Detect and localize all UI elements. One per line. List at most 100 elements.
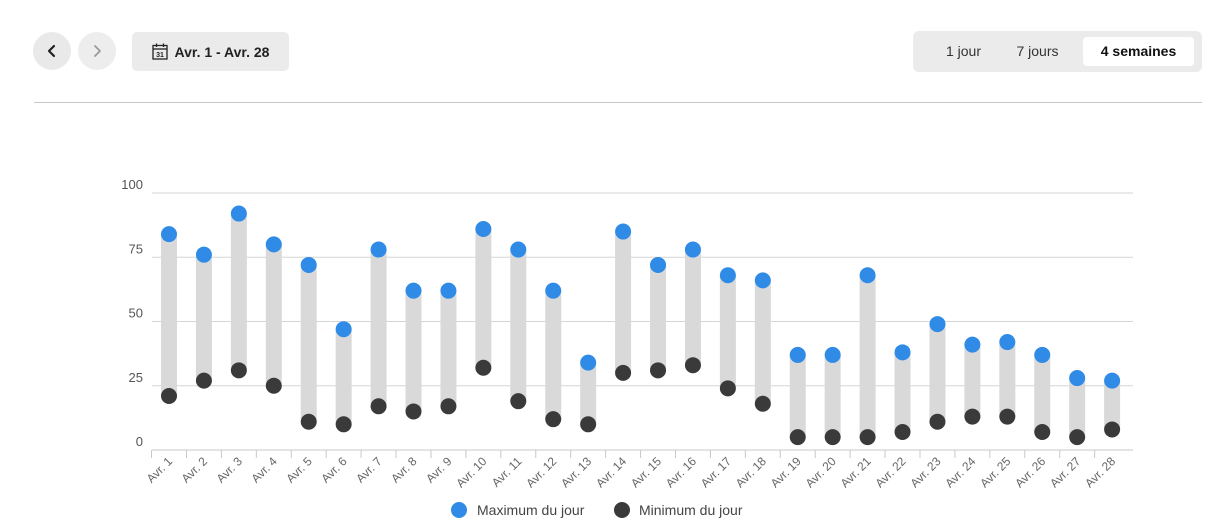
legend-min-label: Minimum du jour [639, 502, 743, 518]
min-point[interactable] [684, 357, 701, 374]
max-point[interactable] [335, 321, 352, 338]
max-point[interactable] [1034, 346, 1051, 363]
x-tick-label: Avr. 15 [628, 454, 664, 490]
date-range-button[interactable]: 31 Avr. 1 - Avr. 28 [132, 32, 289, 71]
max-point[interactable] [1069, 370, 1086, 387]
max-point[interactable] [1104, 372, 1121, 389]
range-bar [684, 249, 701, 366]
range-bar [929, 324, 946, 422]
x-tick-label: Avr. 11 [489, 454, 525, 490]
max-point[interactable] [964, 336, 981, 353]
range-bar [754, 280, 771, 404]
max-point[interactable] [370, 241, 387, 258]
max-point[interactable] [440, 282, 457, 299]
min-point[interactable] [440, 398, 457, 415]
x-tick-label: Avr. 26 [1012, 454, 1048, 490]
range-bar [1034, 354, 1051, 433]
min-point[interactable] [1034, 424, 1051, 441]
y-tick-label: 50 [129, 306, 143, 321]
chevron-left-icon [47, 44, 56, 58]
x-tick-label: Avr. 16 [663, 454, 699, 490]
max-point[interactable] [300, 256, 317, 273]
x-tick-label: Avr. 7 [353, 454, 385, 486]
min-point[interactable] [265, 377, 282, 394]
max-point[interactable] [195, 246, 212, 263]
range-bar [405, 290, 422, 412]
min-point[interactable] [580, 416, 597, 433]
min-point[interactable] [405, 403, 422, 420]
min-point[interactable] [370, 398, 387, 415]
min-point[interactable] [789, 429, 806, 446]
min-point[interactable] [230, 362, 247, 379]
min-point[interactable] [545, 411, 562, 428]
x-tick-label: Avr. 21 [838, 454, 874, 490]
x-tick-label: Avr. 8 [388, 454, 420, 486]
min-point[interactable] [929, 413, 946, 430]
chevron-right-icon [94, 45, 101, 57]
x-tick-label: Avr. 12 [523, 454, 559, 490]
min-point[interactable] [1069, 429, 1086, 446]
max-point[interactable] [161, 226, 177, 243]
min-point[interactable] [719, 380, 736, 397]
max-point[interactable] [999, 334, 1016, 351]
x-tick-label: Avr. 4 [248, 454, 280, 486]
range-option-1-day[interactable]: 1 jour [945, 43, 982, 59]
min-point[interactable] [964, 408, 981, 425]
min-point[interactable] [615, 364, 632, 381]
min-point[interactable] [335, 416, 352, 433]
range-bar [824, 354, 841, 438]
min-point[interactable] [161, 388, 177, 405]
range-bar [475, 228, 492, 368]
x-tick-label: Avr. 9 [423, 454, 455, 486]
max-point[interactable] [824, 346, 841, 363]
min-point[interactable] [1104, 421, 1121, 438]
min-point[interactable] [859, 429, 876, 446]
max-point[interactable] [510, 241, 527, 258]
range-bar [615, 231, 632, 373]
max-point[interactable] [859, 267, 876, 284]
max-point[interactable] [265, 236, 282, 253]
date-range-label: Avr. 1 - Avr. 28 [174, 43, 270, 60]
max-point[interactable] [929, 316, 946, 333]
min-point[interactable] [195, 372, 212, 389]
max-point[interactable] [789, 346, 806, 363]
max-point[interactable] [405, 282, 422, 299]
range-bar [964, 344, 981, 417]
previous-period-button[interactable] [33, 32, 71, 70]
min-point[interactable] [650, 362, 667, 379]
y-tick-label: 0 [136, 434, 143, 449]
range-bar [580, 362, 597, 425]
next-period-button[interactable] [78, 32, 116, 70]
max-point[interactable] [894, 344, 911, 361]
x-tick-label: Avr. 1 [144, 454, 176, 486]
max-point[interactable] [230, 205, 247, 222]
min-point[interactable] [824, 429, 841, 446]
max-point[interactable] [719, 267, 736, 284]
range-bar [1104, 380, 1121, 430]
min-point[interactable] [999, 408, 1016, 425]
max-point[interactable] [475, 220, 492, 237]
x-tick-label: Avr. 14 [593, 454, 629, 490]
legend-min-marker [614, 502, 630, 518]
min-point[interactable] [475, 359, 492, 376]
range-option-7-days[interactable]: 7 jours [1016, 43, 1059, 59]
x-tick-label: Avr. 5 [283, 454, 315, 486]
max-point[interactable] [684, 241, 701, 258]
range-bar [161, 234, 177, 397]
range-bar [545, 290, 562, 420]
calendar-icon: 31 [151, 43, 168, 60]
min-point[interactable] [894, 424, 911, 441]
max-point[interactable] [545, 282, 562, 299]
header-divider [34, 102, 1202, 103]
max-point[interactable] [580, 354, 597, 371]
min-point[interactable] [510, 393, 527, 410]
min-point[interactable] [300, 413, 317, 430]
max-point[interactable] [615, 223, 632, 240]
range-option-4-weeks[interactable]: 4 semaines [1083, 37, 1194, 66]
max-point[interactable] [650, 256, 667, 273]
range-bar [1069, 378, 1086, 438]
min-point[interactable] [754, 395, 771, 412]
max-point[interactable] [754, 272, 771, 289]
range-bar [789, 354, 806, 438]
